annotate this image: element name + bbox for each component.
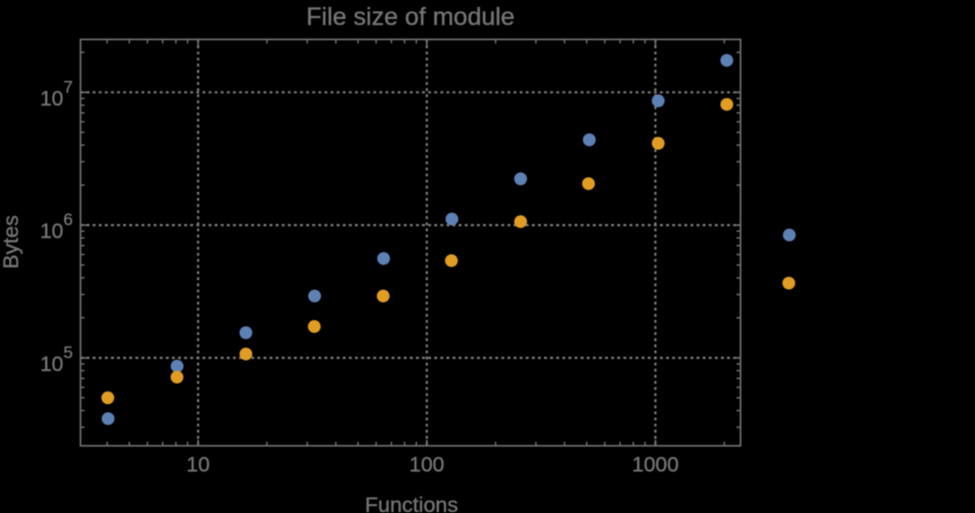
svg-text:10: 10 bbox=[186, 453, 209, 476]
svg-text:File size of module: File size of module bbox=[306, 3, 514, 31]
svg-text:Bytes: Bytes bbox=[0, 215, 23, 269]
svg-text:100: 100 bbox=[409, 453, 444, 476]
svg-text:Functions: Functions bbox=[365, 493, 458, 513]
svg-text:1000: 1000 bbox=[632, 453, 679, 476]
